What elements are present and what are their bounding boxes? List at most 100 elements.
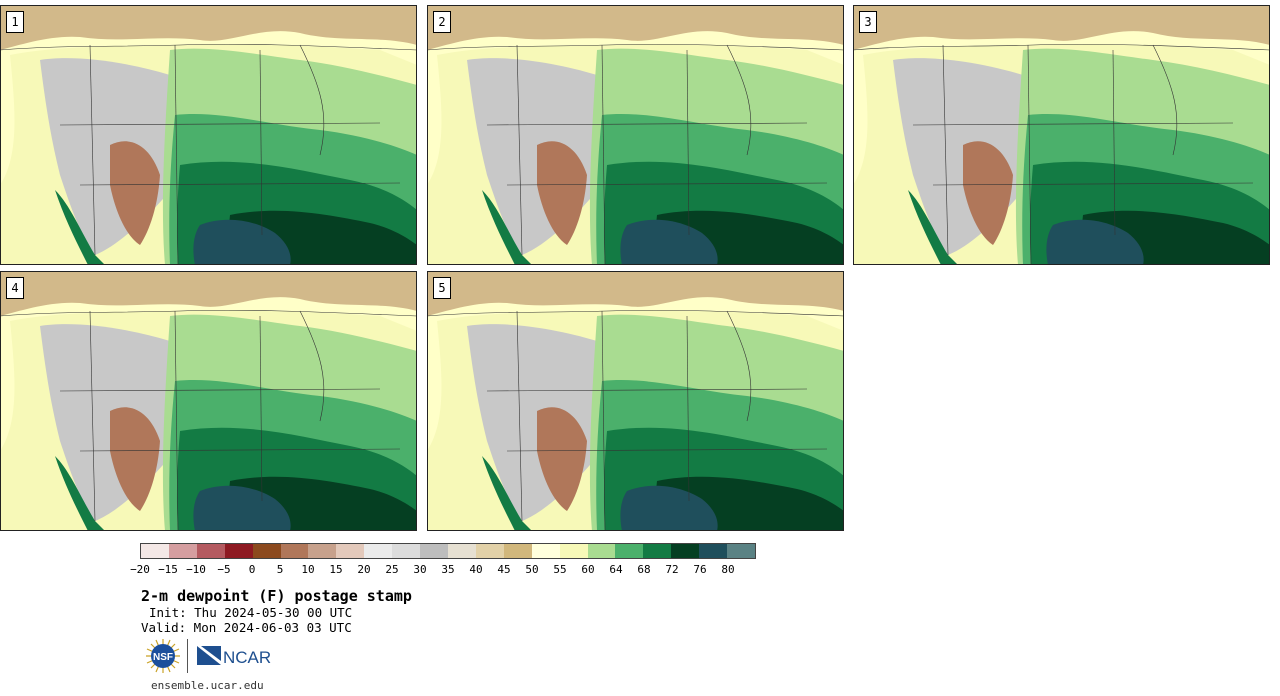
colorbar-swatch <box>559 544 588 558</box>
map-boundary-line <box>686 49 690 236</box>
map-region-desert-brown <box>963 141 1013 245</box>
map-region-gulf <box>193 485 291 531</box>
colorbar-swatch <box>615 544 644 558</box>
map-boundary-line <box>427 43 844 51</box>
colorbar-swatch <box>671 544 700 558</box>
nsf-logo: NSF <box>146 639 180 673</box>
colorbar-swatch <box>168 544 197 558</box>
colorbar-tick-label: −10 <box>186 563 206 576</box>
map-boundary-line <box>686 315 690 502</box>
map-boundary-line <box>89 310 96 522</box>
map-boundary-line <box>726 310 752 422</box>
colorbar-swatch <box>224 544 253 558</box>
colorbar-swatch <box>196 544 225 558</box>
colorbar-swatch <box>420 544 448 558</box>
dewpoint-colorbar <box>140 543 756 559</box>
colorbar-tick-label: 35 <box>441 563 455 576</box>
map-boundary-line <box>174 310 179 531</box>
map-region-green-dark <box>482 190 532 265</box>
map-boundary-line <box>601 44 606 265</box>
website-url: ensemble.ucar.edu <box>151 679 264 692</box>
map-region-gulf <box>620 485 718 531</box>
colorbar-swatch <box>531 544 560 558</box>
init-time: Init: Thu 2024-05-30 00 UTC <box>149 605 353 620</box>
map-boundary-line <box>59 388 381 392</box>
colorbar-tick-label: −20 <box>130 563 150 576</box>
map-region-canada <box>853 5 1270 50</box>
colorbar-tick-label: 20 <box>357 563 371 576</box>
map-boundary-line <box>932 182 1254 186</box>
map-boundary-line <box>506 182 828 186</box>
map-boundary-line <box>0 309 417 317</box>
map-boundary-line <box>486 388 808 392</box>
forecast-panel-3: 3 <box>853 5 1270 265</box>
colorbar-tick-label: 72 <box>665 563 679 576</box>
colorbar-swatch <box>308 544 337 558</box>
map-boundary-line <box>299 310 325 422</box>
forecast-panel-2: 2 <box>427 5 844 265</box>
map-boundary-line <box>79 182 401 186</box>
map-boundary-line <box>516 310 523 522</box>
map-boundary-line <box>299 44 325 156</box>
map-boundary-line <box>1152 44 1178 156</box>
map-boundary-line <box>486 122 808 126</box>
colorbar-swatch <box>503 544 532 558</box>
colorbar-tick-label: 0 <box>248 563 256 576</box>
dewpoint-map-3 <box>853 5 1270 265</box>
panel-number-label: 3 <box>859 11 877 33</box>
map-region-canada <box>0 5 417 50</box>
colorbar-swatch <box>475 544 504 558</box>
map-boundary-line <box>0 43 417 51</box>
dewpoint-map-4 <box>0 271 417 531</box>
colorbar-swatch <box>699 544 728 558</box>
map-boundary-line <box>79 448 401 452</box>
svg-text:NSF: NSF <box>153 652 173 663</box>
map-boundary-line <box>853 43 1270 51</box>
colorbar-tick-label: 60 <box>581 563 595 576</box>
logo-divider <box>187 639 188 673</box>
logo-bar: NSF NCAR <box>143 637 283 677</box>
colorbar-tick-label: 5 <box>276 563 284 576</box>
panel-number-label: 4 <box>6 277 24 299</box>
map-boundary-line <box>601 310 606 531</box>
dewpoint-map-1 <box>0 5 417 265</box>
map-boundary-line <box>174 44 179 265</box>
map-region-canada <box>427 5 844 50</box>
map-boundary-line <box>259 315 263 502</box>
colorbar-tick-label: 50 <box>525 563 539 576</box>
map-boundary-line <box>726 44 752 156</box>
map-region-gulf <box>193 219 291 265</box>
map-region-canada <box>427 271 844 316</box>
map-boundary-line <box>912 122 1234 126</box>
panel-number-label: 2 <box>433 11 451 33</box>
colorbar-swatch <box>280 544 309 558</box>
map-region-desert-brown <box>110 141 160 245</box>
map-boundary-line <box>516 44 523 256</box>
colorbar-tick-label: 45 <box>497 563 511 576</box>
forecast-panel-5: 5 <box>427 271 844 531</box>
colorbar-swatch <box>587 544 616 558</box>
map-boundary-line <box>1112 49 1116 236</box>
colorbar-tick-label: 55 <box>553 563 567 576</box>
map-region-desert-brown <box>110 407 160 511</box>
map-region-gulf <box>1046 219 1144 265</box>
map-boundary-line <box>942 44 949 256</box>
valid-time: Valid: Mon 2024-06-03 03 UTC <box>141 620 352 635</box>
forecast-panel-4: 4 <box>0 271 417 531</box>
colorbar-swatch <box>141 544 169 558</box>
map-region-green-dark <box>908 190 958 265</box>
map-region-gulf <box>620 219 718 265</box>
colorbar-tick-label: 76 <box>693 563 707 576</box>
colorbar-tick-label: 68 <box>637 563 651 576</box>
colorbar-swatch <box>392 544 421 558</box>
map-boundary-line <box>89 44 96 256</box>
dewpoint-map-2 <box>427 5 844 265</box>
colorbar-tick-label: 15 <box>329 563 343 576</box>
map-region-desert-brown <box>537 407 587 511</box>
map-region-green-dark <box>55 190 105 265</box>
colorbar-tick-label: 10 <box>301 563 315 576</box>
map-region-canada <box>0 271 417 316</box>
colorbar-tick-label: 80 <box>721 563 735 576</box>
colorbar-tick-label: 30 <box>413 563 427 576</box>
colorbar-swatch <box>643 544 672 558</box>
